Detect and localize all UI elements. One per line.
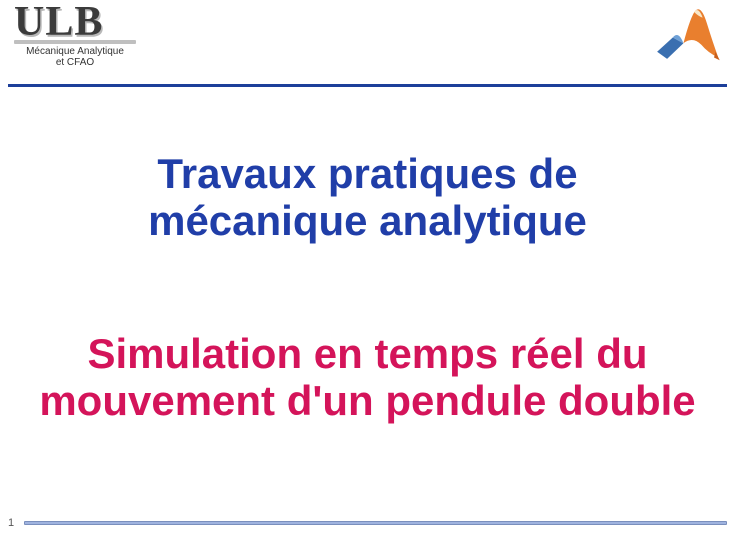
slide: ULB ULB Mécanique Analytique et CFAO Tra…: [0, 0, 735, 540]
slide-title: Travaux pratiques de mécanique analytiqu…: [0, 150, 735, 244]
dept-line2: et CFAO: [56, 57, 94, 68]
header: ULB ULB Mécanique Analytique et CFAO: [0, 0, 735, 82]
header-rule: [8, 84, 727, 87]
slide-subtitle: Simulation en temps réel du mouvement d'…: [0, 330, 735, 424]
ulb-logo: ULB ULB Mécanique Analytique et CFAO: [14, 4, 142, 69]
footer-rule: [24, 521, 727, 525]
footer: 1: [8, 520, 727, 526]
title-line2: mécanique analytique: [148, 197, 587, 244]
matlab-logo-icon: [651, 2, 723, 66]
dept-label: Mécanique Analytique et CFAO: [14, 46, 136, 69]
dept-line1: Mécanique Analytique: [26, 46, 124, 57]
title-line1: Travaux pratiques de: [157, 150, 577, 197]
ulb-logo-text: ULB ULB: [14, 4, 103, 42]
ulb-logo-front: ULB: [14, 0, 103, 45]
page-number: 1: [8, 517, 14, 529]
subtitle-line2: mouvement d'un pendule double: [39, 377, 695, 424]
subtitle-line1: Simulation en temps réel du: [87, 330, 647, 377]
